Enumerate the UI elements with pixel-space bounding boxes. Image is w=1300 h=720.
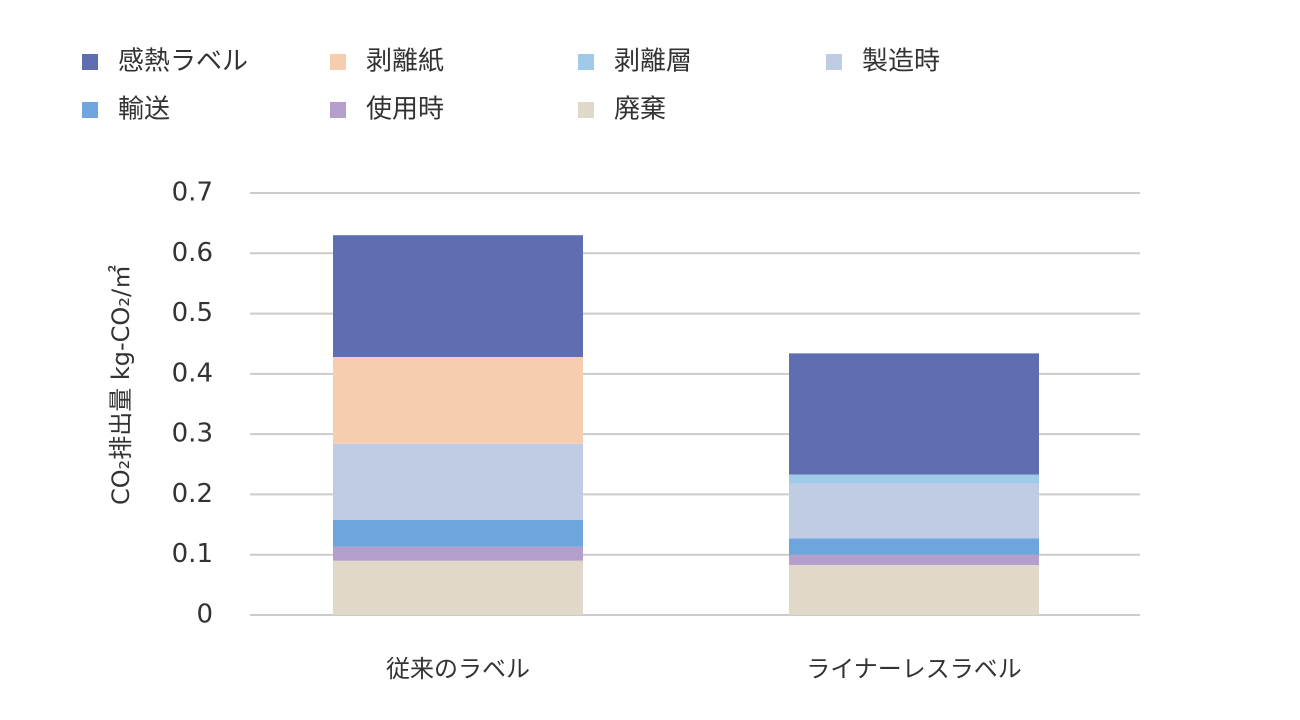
- bar-segment: [789, 564, 1039, 615]
- legend-swatch: [330, 54, 346, 70]
- y-axis-label: CO₂排出量 kg-CO₂/㎡: [107, 265, 135, 505]
- bar-segment: [789, 538, 1039, 555]
- legend-label: 剥離紙: [366, 47, 444, 77]
- legend-swatch: [82, 54, 98, 70]
- legend-label: 感熱ラベル: [118, 47, 248, 77]
- bar-segment: [789, 474, 1039, 484]
- bar-segment: [333, 443, 583, 520]
- y-tick-label: 0.1: [172, 539, 213, 569]
- legend-swatch: [578, 54, 594, 70]
- y-tick-label: 0.6: [172, 238, 213, 268]
- bar-segment: [789, 353, 1039, 475]
- y-tick-label: 0: [196, 600, 213, 630]
- legend-swatch: [82, 102, 98, 118]
- y-tick-label: 0.4: [172, 358, 213, 388]
- legend-label: 廃棄: [614, 95, 666, 125]
- bar-segment: [333, 560, 583, 615]
- legend-swatch: [330, 102, 346, 118]
- y-tick-label: 0.7: [172, 178, 213, 208]
- y-tick-label: 0.2: [172, 479, 213, 509]
- bar-segment: [333, 546, 583, 561]
- x-tick-label: 従来のラベル: [386, 655, 530, 683]
- y-tick-label: 0.5: [172, 298, 213, 328]
- bar-segment: [789, 483, 1039, 539]
- bar-segment: [333, 356, 583, 444]
- bar-segment: [333, 235, 583, 357]
- bar-segment: [333, 519, 583, 547]
- y-tick-label: 0.3: [172, 419, 213, 449]
- legend-label: 使用時: [366, 95, 444, 125]
- legend-swatch: [578, 102, 594, 118]
- legend-label: 輸送: [118, 95, 170, 125]
- legend-label: 剥離層: [614, 47, 692, 77]
- legend-label: 製造時: [862, 47, 940, 77]
- x-tick-label: ライナーレスラベル: [806, 655, 1022, 683]
- legend-swatch: [826, 54, 842, 70]
- bar-segment: [789, 554, 1039, 565]
